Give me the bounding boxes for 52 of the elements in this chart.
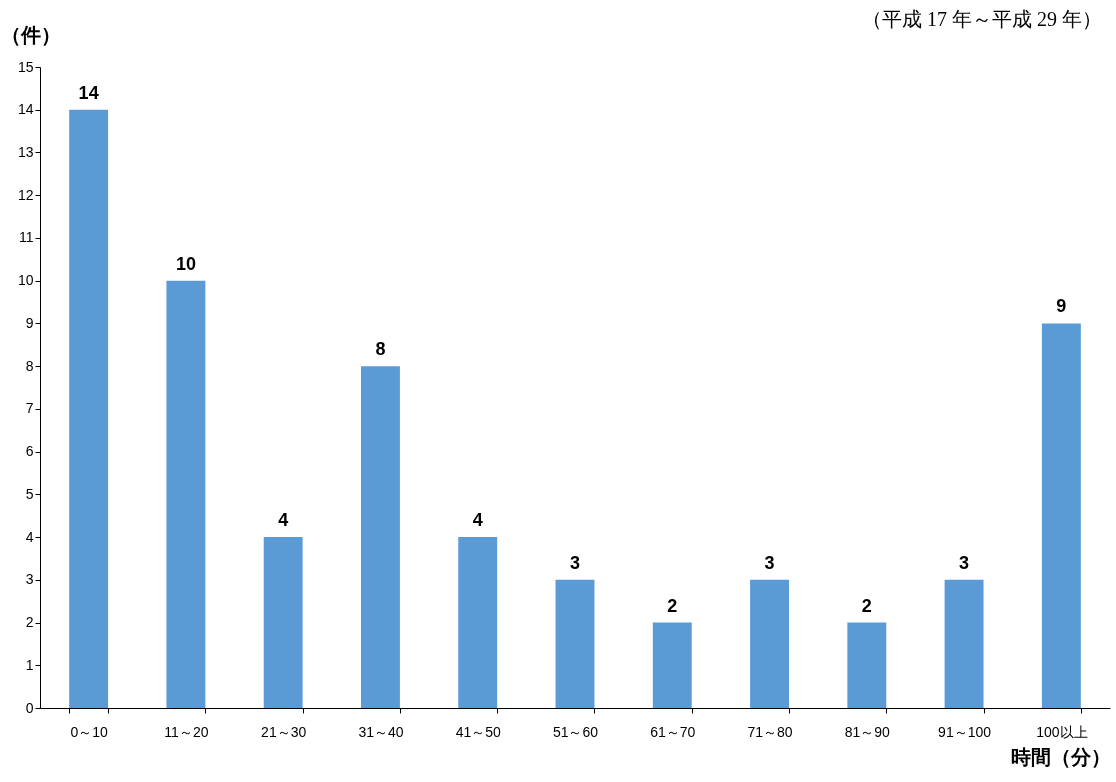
x-tick-label: 41～50 (455, 723, 502, 740)
data-label: 10 (175, 253, 196, 274)
data-label: 3 (764, 552, 775, 573)
bar (69, 109, 109, 708)
bar (361, 366, 400, 708)
x-tick-label: 81～90 (844, 723, 891, 740)
x-tick-label: 21～30 (261, 723, 307, 740)
y-tick-label: 7 (25, 400, 34, 417)
x-axis-title: 時間（分） (1010, 745, 1111, 768)
x-tick-label: 0～10 (70, 723, 109, 740)
y-axis-title: （件） (0, 23, 61, 46)
data-label: 14 (78, 82, 99, 103)
bar (458, 537, 498, 708)
data-label: 2 (667, 595, 678, 616)
data-label: 4 (278, 510, 289, 531)
y-tick-label: 14 (17, 101, 34, 118)
y-tick-label: 15 (17, 58, 34, 75)
bar (166, 280, 206, 708)
data-label: 4 (472, 510, 483, 531)
data-label: 3 (959, 552, 970, 573)
y-tick-label: 4 (25, 528, 34, 545)
y-tick-label: 5 (25, 485, 34, 502)
bar (750, 579, 789, 708)
y-tick-label: 2 (25, 614, 34, 631)
data-label: 3 (569, 552, 581, 573)
data-label: 2 (861, 595, 872, 616)
y-tick-label: 10 (17, 272, 34, 289)
y-tick-label: 12 (17, 186, 34, 203)
y-tick-label: 9 (25, 314, 34, 331)
bar (263, 537, 303, 708)
data-label: 9 (1056, 296, 1067, 317)
y-tick-label: 0 (25, 699, 34, 716)
y-tick-label: 6 (25, 443, 34, 460)
y-tick-label: 11 (18, 229, 34, 246)
bar (944, 579, 984, 708)
x-tick-label: 31～40 (358, 723, 404, 740)
data-label: 8 (375, 339, 386, 360)
x-tick-label: 91～100 (938, 723, 992, 740)
bar (555, 579, 595, 708)
y-tick-label: 1 (25, 656, 34, 673)
x-tick-label: 100以上 (1036, 723, 1088, 740)
x-tick-label: 61～70 (650, 723, 696, 740)
x-tick-label: 51～60 (552, 723, 599, 740)
bar (652, 622, 692, 708)
bar (847, 622, 887, 708)
x-tick-label: 71～80 (747, 723, 793, 740)
x-tick-label: 11～20 (164, 723, 209, 740)
y-tick-label: 8 (25, 357, 34, 374)
y-tick-label: 3 (25, 571, 34, 588)
chart-subtitle: （平成 17 年～平成 29 年） (862, 7, 1102, 32)
y-tick-label: 13 (17, 143, 34, 160)
bar (1041, 323, 1081, 708)
